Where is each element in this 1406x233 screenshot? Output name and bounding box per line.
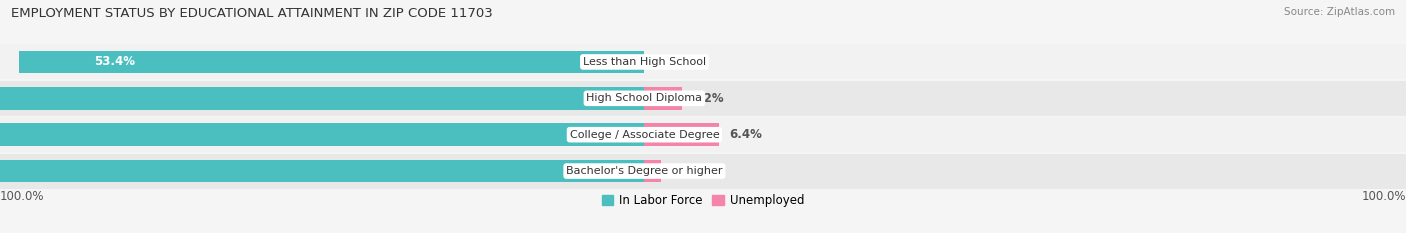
- Text: College / Associate Degree: College / Associate Degree: [569, 130, 720, 140]
- Bar: [0, 154, 1406, 188]
- Bar: [18, 51, 644, 73]
- Text: 3.2%: 3.2%: [692, 92, 724, 105]
- Text: 100.0%: 100.0%: [1361, 190, 1406, 203]
- Text: 0.0%: 0.0%: [654, 55, 686, 69]
- Text: 6.4%: 6.4%: [728, 128, 762, 141]
- Bar: [644, 160, 661, 182]
- Bar: [0, 160, 644, 182]
- Text: High School Diploma: High School Diploma: [586, 93, 703, 103]
- Text: 100.0%: 100.0%: [0, 190, 45, 203]
- Bar: [644, 123, 720, 146]
- Text: Less than High School: Less than High School: [583, 57, 706, 67]
- Text: Source: ZipAtlas.com: Source: ZipAtlas.com: [1284, 7, 1395, 17]
- Text: EMPLOYMENT STATUS BY EDUCATIONAL ATTAINMENT IN ZIP CODE 11703: EMPLOYMENT STATUS BY EDUCATIONAL ATTAINM…: [11, 7, 494, 20]
- Text: Bachelor's Degree or higher: Bachelor's Degree or higher: [567, 166, 723, 176]
- Bar: [644, 87, 682, 110]
- Legend: In Labor Force, Unemployed: In Labor Force, Unemployed: [598, 190, 808, 212]
- Bar: [0, 117, 1406, 152]
- Bar: [0, 123, 644, 146]
- Text: 1.4%: 1.4%: [671, 164, 703, 178]
- Bar: [0, 87, 644, 110]
- Text: 53.4%: 53.4%: [94, 55, 135, 69]
- Bar: [0, 81, 1406, 116]
- Bar: [0, 45, 1406, 79]
